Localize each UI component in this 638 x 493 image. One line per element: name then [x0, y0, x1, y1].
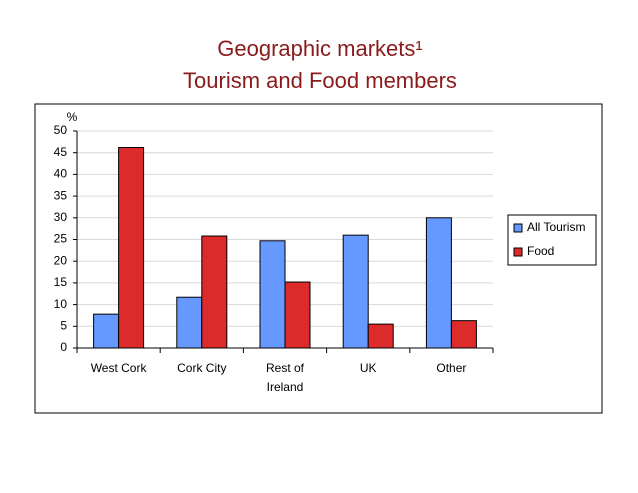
x-tick-label: West Cork — [90, 361, 147, 375]
x-tick-label: Rest of Ireland — [265, 361, 304, 394]
chart-title: Geographic markets¹ — [217, 36, 422, 61]
y-tick-label: 35 — [54, 188, 68, 202]
chart-subtitle: Tourism and Food members — [183, 68, 457, 93]
bar — [93, 313, 120, 349]
bar — [367, 323, 394, 349]
bar — [425, 217, 452, 349]
legend-label: All Tourism — [527, 220, 585, 234]
bar — [342, 234, 369, 349]
x-tick-label: UK — [359, 361, 377, 375]
y-tick-label: 30 — [54, 210, 68, 224]
bar — [118, 146, 145, 349]
chart-frame — [34, 103, 603, 414]
bar — [259, 240, 286, 349]
y-tick-label: 5 — [60, 318, 67, 332]
legend-label: Food — [527, 244, 554, 258]
bar — [176, 296, 203, 349]
legend-box — [507, 214, 597, 266]
bar — [450, 320, 477, 349]
y-tick-label: 0 — [60, 340, 67, 354]
y-tick-label: 20 — [54, 253, 68, 267]
y-tick-label: 50 — [54, 123, 68, 137]
y-tick-label: 40 — [54, 167, 68, 181]
y-tick-label: 45 — [54, 145, 68, 159]
y-tick-label: 25 — [54, 232, 68, 246]
x-tick-label: Other — [436, 361, 467, 375]
y-tick-label: 15 — [54, 275, 68, 289]
y-tick-label: 10 — [54, 297, 68, 311]
y-axis-label: % — [67, 110, 78, 124]
bar — [201, 235, 228, 349]
bar — [284, 281, 311, 349]
x-tick-label: Cork City — [177, 361, 227, 375]
legend-swatch — [513, 247, 523, 257]
legend-swatch — [513, 223, 523, 233]
